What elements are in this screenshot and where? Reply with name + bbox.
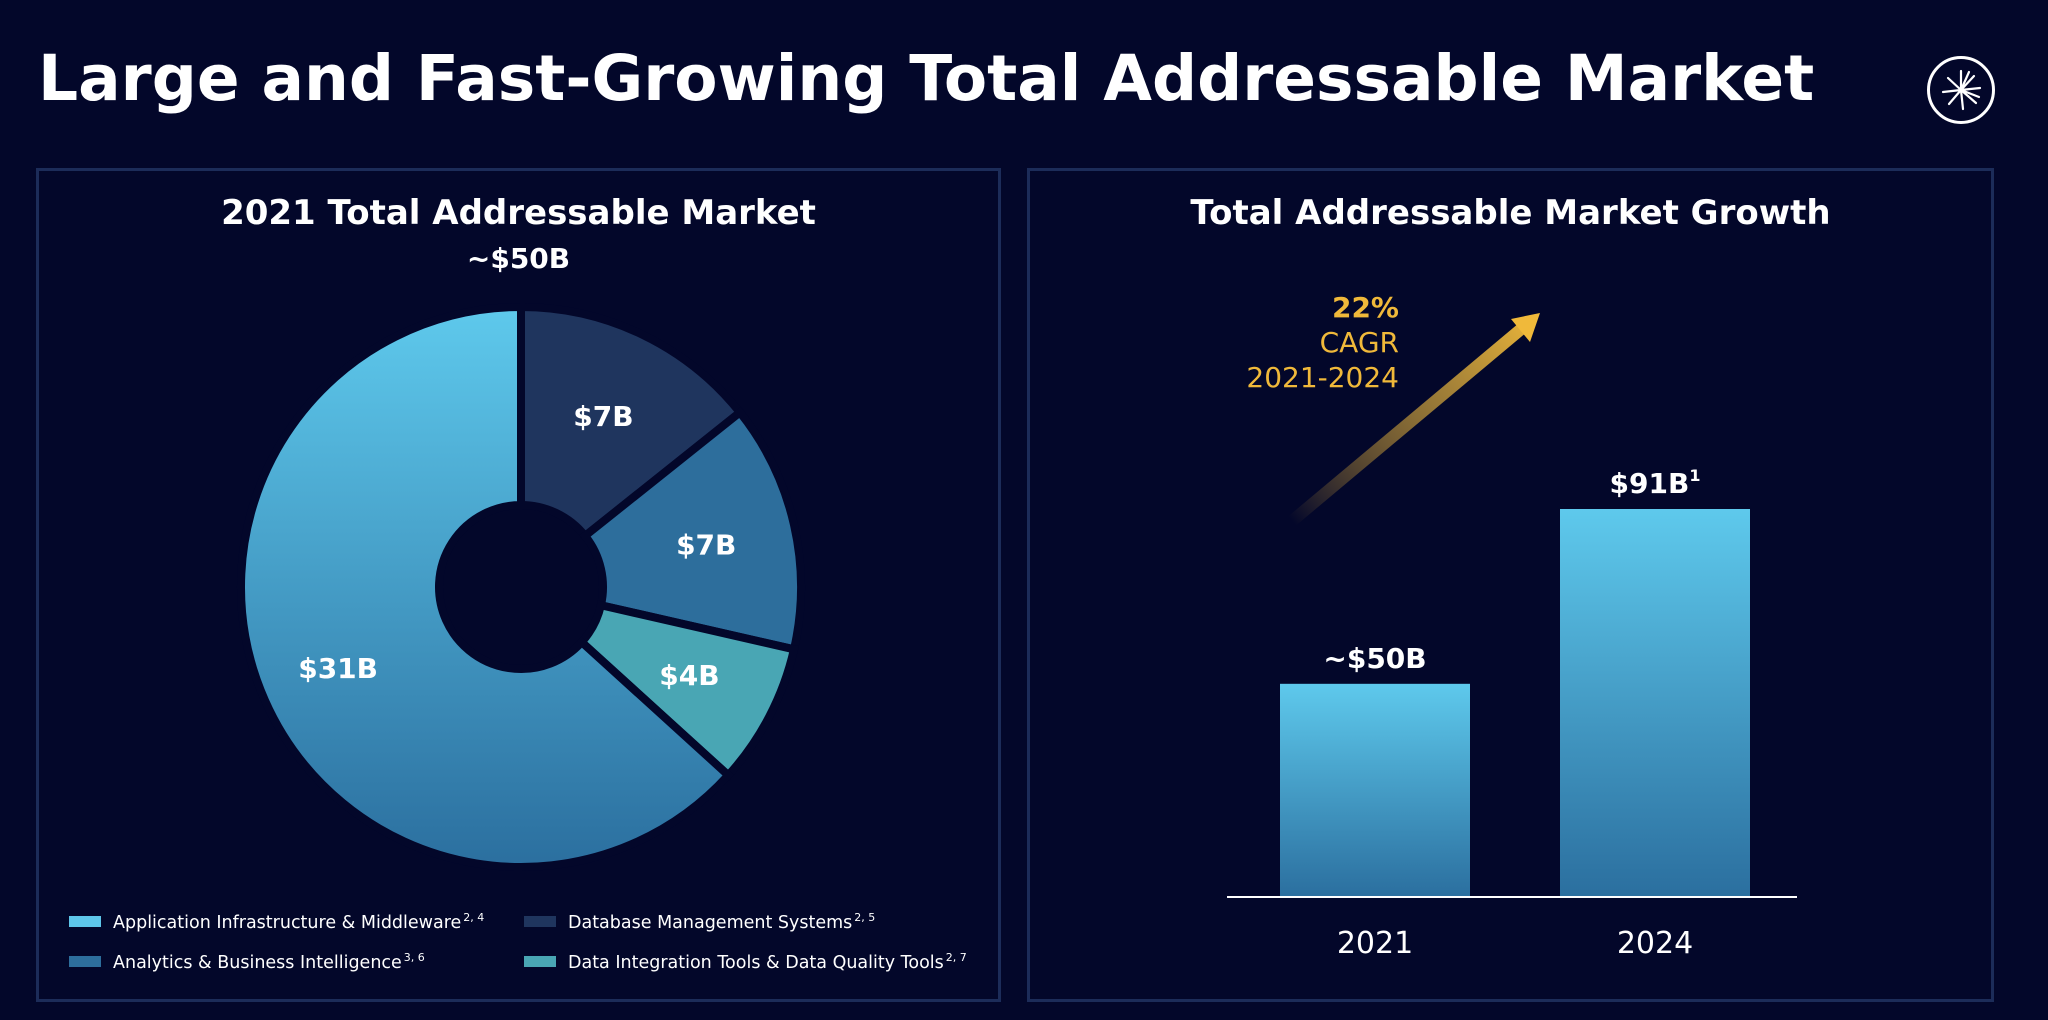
legend-label: Database Management Systems 2, 5 <box>568 911 876 933</box>
donut-slice-label: $31B <box>298 652 378 685</box>
cagr-period: 2021-2024 <box>1246 361 1399 394</box>
bar-value-footnote: 1 <box>1689 466 1700 485</box>
donut-slice-label: $7B <box>573 400 633 433</box>
donut-slice <box>517 302 746 542</box>
legend-swatch <box>524 956 556 968</box>
donut-slice <box>579 406 805 655</box>
legend-item: Data Integration Tools & Data Quality To… <box>524 951 979 973</box>
legend-item: Database Management Systems 2, 5 <box>524 911 979 933</box>
x-tick-label: 2024 <box>1617 926 1693 961</box>
market-growth-panel: Total Addressable Market Growth ~$50B 202… <box>1027 168 1994 1002</box>
legend-label: Analytics & Business Intelligence 3, 6 <box>113 950 425 973</box>
legend-swatch <box>69 916 101 928</box>
donut-chart: $7B $7B $4B $31B <box>237 302 805 871</box>
x-tick-label: 2021 <box>1337 926 1413 961</box>
legend-footnote: 2, 5 <box>854 911 876 924</box>
legend-swatch <box>69 956 101 968</box>
donut-slice <box>237 302 734 871</box>
bar-2024 <box>1560 509 1750 897</box>
donut-chart-title: 2021 Total Addressable Market <box>221 193 816 233</box>
donut-slice-label: $7B <box>676 529 736 562</box>
legend-label: Application Infrastructure & Middleware 2… <box>113 911 485 933</box>
market-breakdown-panel: 2021 Total Addressable Market ~$50B $7B $… <box>36 168 1001 1002</box>
cagr-label: CAGR <box>1320 326 1399 359</box>
bar-2021 <box>1280 683 1470 897</box>
starburst-logo-icon <box>1927 56 1995 124</box>
bar-chart-title: Total Addressable Market Growth <box>1190 193 1831 233</box>
legend-item: Application Infrastructure & Middleware 2… <box>69 911 524 933</box>
donut-slice-label: $4B <box>659 659 719 692</box>
cagr-value: 22% <box>1332 291 1399 324</box>
donut-total-label: ~$50B <box>466 242 571 275</box>
donut-legend: Application Infrastructure & Middleware 2… <box>69 911 979 973</box>
legend-label: Data Integration Tools & Data Quality To… <box>568 950 967 973</box>
donut-slice <box>576 600 799 781</box>
bar-value-label: ~$50B <box>1323 642 1426 675</box>
legend-swatch <box>524 916 556 928</box>
page-title: Large and Fast-Growing Total Addressable… <box>38 42 1815 115</box>
legend-footnote: 2, 7 <box>945 950 967 964</box>
legend-footnote: 3, 6 <box>403 950 425 964</box>
bar-chart: ~$50B 2021 $91B1 2024 22% CAGR 2021-2024 <box>1227 291 1797 961</box>
bar-value-label: $91B1 <box>1610 466 1701 500</box>
legend-item: Analytics & Business Intelligence 3, 6 <box>69 951 524 973</box>
cagr-arrow <box>1288 313 1540 526</box>
legend-footnote: 2, 4 <box>463 911 485 924</box>
